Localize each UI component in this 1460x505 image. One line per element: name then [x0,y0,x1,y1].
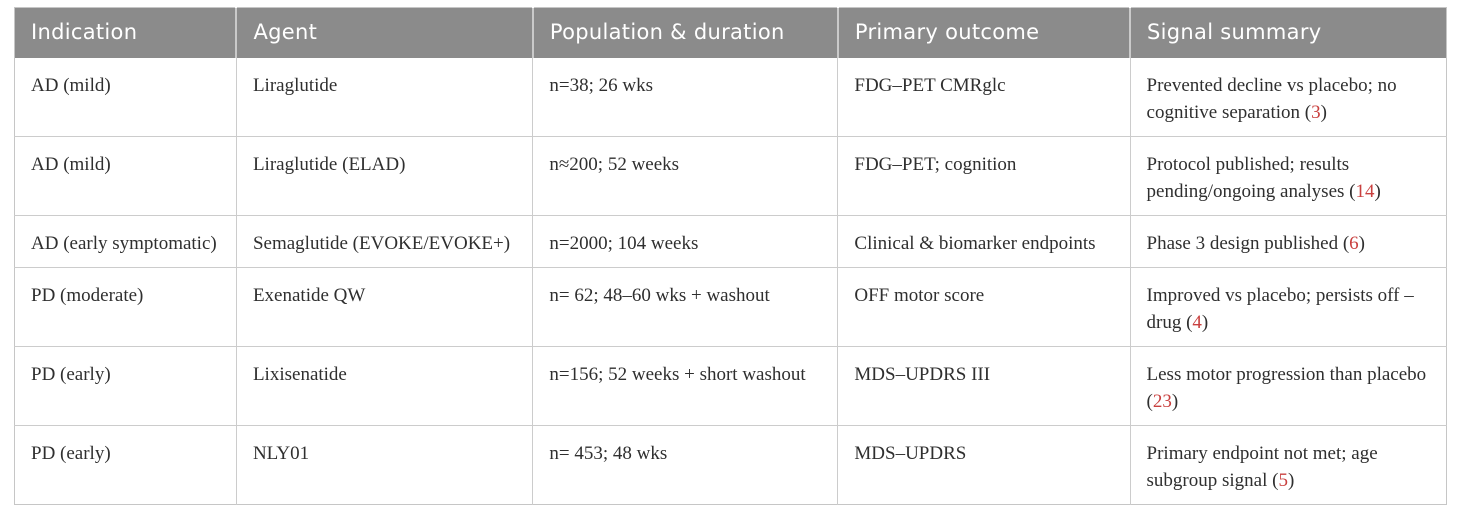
cell-agent: NLY01 [235,424,533,504]
citation-link[interactable]: 5 [1278,469,1288,491]
citation-link[interactable]: 14 [1355,180,1375,202]
table-header: Indication Agent Population & duration P… [14,7,1447,58]
signal-text-suffix: ) [1201,311,1209,333]
cell-outcome: MDS–UPDRS [837,424,1131,504]
signal-text: Phase 3 design published ( [1146,232,1350,254]
signal-text-suffix: ) [1320,101,1327,123]
column-header-agent: Agent [235,7,533,58]
signal-text: Protocol published; results pending/ongo… [1146,153,1356,202]
cell-outcome: Clinical & biomarker endpoints [837,214,1131,267]
column-header-primary-outcome: Primary outcome [836,7,1131,58]
signal-text: Prevented decline vs placebo; no cogniti… [1146,74,1397,123]
column-header-signal-summary: Signal summary [1129,7,1447,58]
cell-indication: PD (early) [14,424,237,504]
table-row: AD (early symptomatic) Semaglutide (EVOK… [14,214,1447,267]
cell-agent: Lixisenatide [235,345,533,425]
cell-population: n=2000; 104 weeks [532,214,838,267]
cell-indication: PD (early) [14,345,237,425]
table-row: AD (mild) Liraglutide n=38; 26 wks FDG–P… [14,57,1447,136]
cell-population: n=156; 52 weeks + short washout [532,345,838,425]
cell-signal-summary: Prevented decline vs placebo; no cogniti… [1129,57,1447,136]
cell-signal-summary: Protocol published; results pending/ongo… [1129,135,1447,215]
cell-agent: Semaglutide (EVOKE/EVOKE+) [235,214,533,267]
signal-text-suffix: ) [1374,180,1381,202]
cell-outcome: FDG–PET; cognition [837,135,1131,215]
cell-population: n= 453; 48 wks [532,424,838,504]
signal-text-suffix: ) [1358,232,1365,254]
table-row: PD (early) NLY01 n= 453; 48 wks MDS–UPDR… [14,424,1447,504]
signal-text-suffix: ) [1287,469,1295,491]
citation-link[interactable]: 4 [1192,311,1202,333]
signal-text: Less motor progression than placebo ( [1146,363,1427,412]
signal-text: Improved vs placebo; persists off –drug … [1146,284,1414,333]
signal-text-suffix: ) [1171,390,1179,412]
citation-link[interactable]: 6 [1349,232,1359,254]
cell-indication: AD (mild) [14,57,237,136]
table-row: AD (mild) Liraglutide (ELAD) n≈200; 52 w… [14,135,1447,215]
cell-signal-summary: Less motor progression than placebo (23) [1129,345,1447,425]
table-row: PD (early) Lixisenatide n=156; 52 weeks … [14,345,1447,425]
cell-signal-summary: Primary endpoint not met; age subgroup s… [1129,424,1447,504]
cell-indication: AD (early symptomatic) [14,214,237,267]
cell-population: n=38; 26 wks [532,57,838,136]
cell-indication: AD (mild) [14,135,237,215]
signal-text: Primary endpoint not met; age subgroup s… [1146,442,1378,491]
glp1-trials-table: Indication Agent Population & duration P… [14,7,1447,505]
citation-link[interactable]: 3 [1311,101,1321,123]
header-row: Indication Agent Population & duration P… [14,7,1447,58]
cell-population: n≈200; 52 weeks [532,135,838,215]
cell-outcome: MDS–UPDRS III [837,345,1131,425]
citation-link[interactable]: 23 [1152,390,1172,412]
cell-agent: Liraglutide (ELAD) [235,135,533,215]
cell-signal-summary: Phase 3 design published (6) [1129,214,1447,267]
column-header-indication: Indication [14,7,237,58]
cell-agent: Liraglutide [235,57,533,136]
column-header-population-duration: Population & duration [531,7,838,58]
cell-signal-summary: Improved vs placebo; persists off –drug … [1129,266,1447,346]
cell-outcome: FDG–PET CMRglc [837,57,1131,136]
cell-indication: PD (moderate) [14,266,237,346]
table-body: AD (mild) Liraglutide n=38; 26 wks FDG–P… [14,57,1447,504]
cell-population: n= 62; 48–60 wks + washout [532,266,838,346]
table-row: PD (moderate) Exenatide QW n= 62; 48–60 … [14,266,1447,346]
cell-agent: Exenatide QW [235,266,533,346]
cell-outcome: OFF motor score [837,266,1131,346]
